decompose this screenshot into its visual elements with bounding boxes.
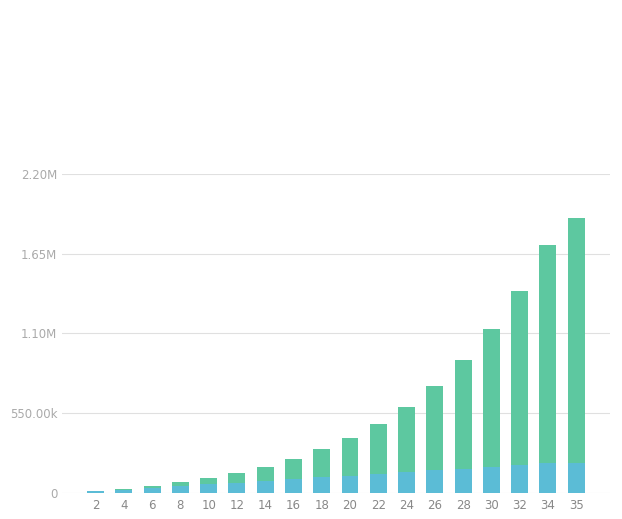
Bar — [455, 360, 471, 469]
Bar — [285, 459, 302, 479]
Bar — [341, 438, 358, 475]
Bar — [313, 449, 330, 477]
Bar — [426, 386, 443, 470]
Bar — [228, 483, 246, 493]
Bar — [426, 470, 443, 493]
Bar — [539, 244, 557, 463]
Bar — [568, 462, 585, 493]
Bar — [483, 329, 500, 467]
Bar — [257, 467, 274, 481]
Bar — [172, 483, 189, 486]
Bar — [285, 479, 302, 493]
Text: With a monthly investment of $500 for 35 years at an annual interest rate of 10%: With a monthly investment of $500 for 35… — [16, 30, 596, 58]
Bar — [511, 465, 528, 493]
Bar — [228, 473, 246, 483]
Bar — [115, 489, 132, 493]
Bar — [398, 472, 415, 493]
Bar — [539, 463, 557, 493]
Bar — [257, 481, 274, 493]
Bar — [370, 474, 387, 493]
Bar — [200, 478, 217, 484]
Bar — [483, 467, 500, 493]
Bar — [144, 486, 160, 488]
Text: MORE DETAILS ↓: MORE DETAILS ↓ — [492, 138, 603, 151]
Bar — [568, 217, 585, 462]
Bar — [511, 291, 528, 465]
Bar — [341, 475, 358, 493]
Bar — [370, 424, 387, 474]
Bar — [172, 486, 189, 493]
Bar — [455, 469, 471, 493]
Bar — [144, 488, 160, 493]
Bar — [200, 484, 217, 493]
Bar — [398, 407, 415, 472]
Bar — [313, 477, 330, 493]
Bar — [87, 491, 104, 493]
Text: $1,843,235: $1,843,235 — [16, 95, 244, 129]
